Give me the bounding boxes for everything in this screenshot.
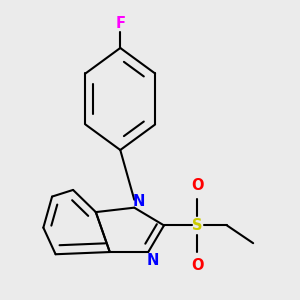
Text: O: O (191, 178, 203, 193)
Text: N: N (132, 194, 145, 209)
Text: S: S (192, 218, 202, 233)
Text: F: F (115, 16, 125, 31)
Text: N: N (146, 253, 159, 268)
Text: O: O (191, 258, 203, 273)
